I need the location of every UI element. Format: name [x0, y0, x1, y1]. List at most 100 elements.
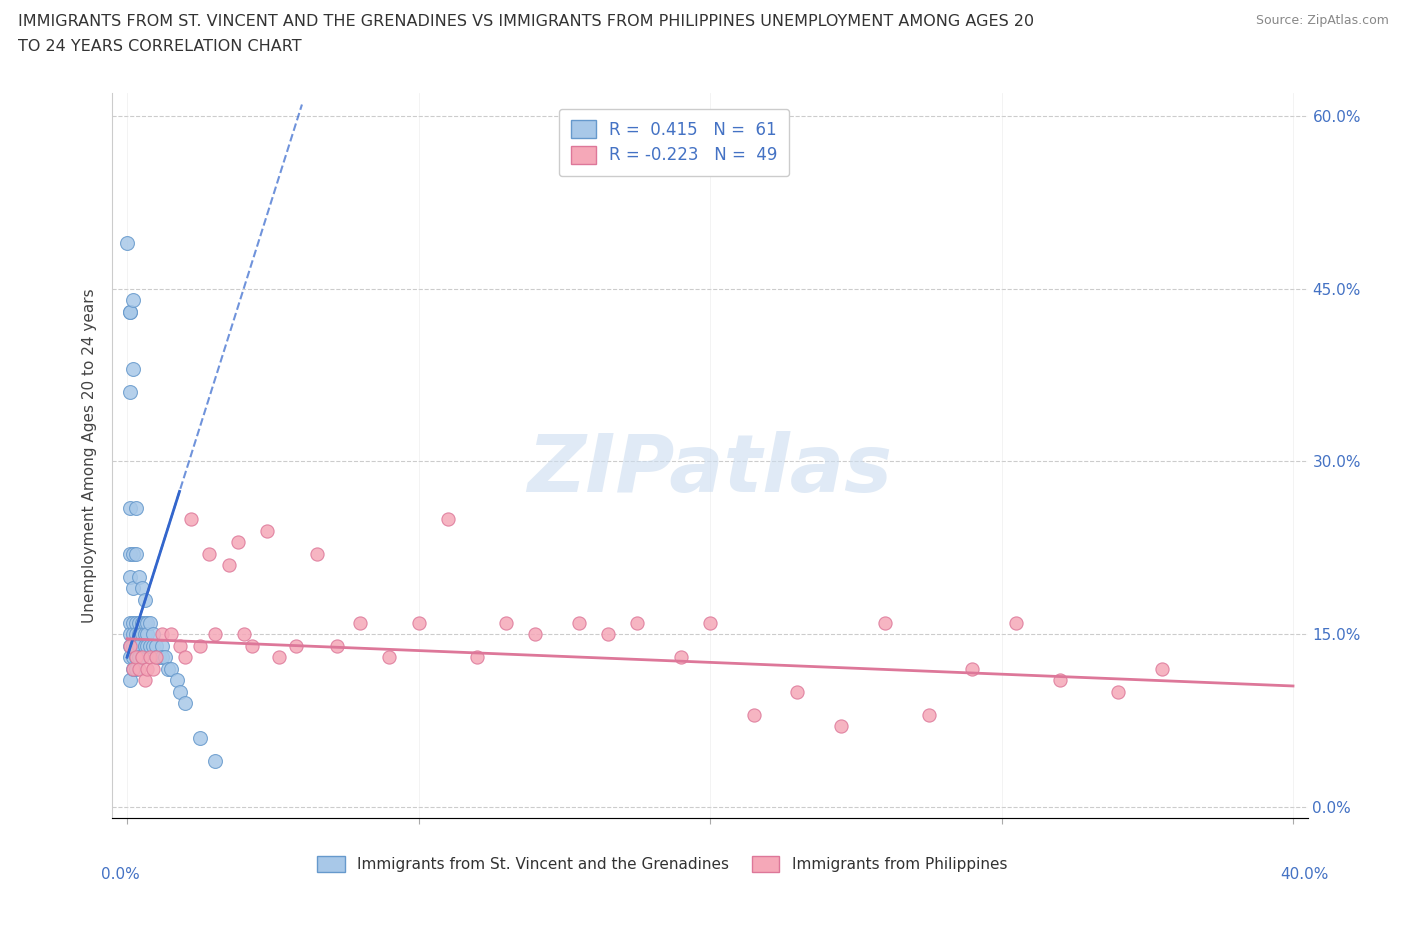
Point	[150, 638, 173, 653]
Point	[218, 558, 240, 573]
Point	[118, 304, 141, 319]
Point	[699, 616, 721, 631]
Point	[122, 650, 145, 665]
Point	[125, 661, 148, 676]
Text: TO 24 YEARS CORRELATION CHART: TO 24 YEARS CORRELATION CHART	[18, 39, 302, 54]
Point	[188, 730, 211, 745]
Point	[128, 616, 150, 631]
Point	[142, 638, 165, 653]
Point	[131, 616, 153, 631]
Point	[128, 627, 150, 642]
Point	[1150, 661, 1173, 676]
Point	[378, 650, 401, 665]
Point	[118, 616, 141, 631]
Point	[122, 638, 145, 653]
Point	[118, 627, 141, 642]
Point	[232, 627, 254, 642]
Point	[134, 638, 156, 653]
Point	[1049, 672, 1071, 687]
Point	[131, 650, 153, 665]
Point	[436, 512, 458, 526]
Point	[568, 616, 591, 631]
Point	[134, 592, 156, 607]
Point	[122, 661, 145, 676]
Point	[204, 753, 226, 768]
Point	[139, 616, 162, 631]
Point	[873, 616, 896, 631]
Y-axis label: Unemployment Among Ages 20 to 24 years: Unemployment Among Ages 20 to 24 years	[82, 288, 97, 623]
Point	[125, 546, 148, 561]
Point	[128, 638, 150, 653]
Point	[131, 627, 153, 642]
Point	[122, 627, 145, 642]
Point	[131, 650, 153, 665]
Point	[188, 638, 211, 653]
Text: ZIPatlas: ZIPatlas	[527, 432, 893, 510]
Point	[786, 684, 808, 699]
Point	[156, 661, 179, 676]
Point	[226, 535, 249, 550]
Point	[125, 650, 148, 665]
Point	[134, 627, 156, 642]
Point	[153, 650, 176, 665]
Point	[204, 627, 226, 642]
Point	[122, 616, 145, 631]
Point	[174, 696, 197, 711]
Point	[742, 708, 765, 723]
Point	[145, 650, 167, 665]
Point	[285, 638, 308, 653]
Point	[118, 569, 141, 584]
Point	[122, 661, 145, 676]
Legend: Immigrants from St. Vincent and the Grenadines, Immigrants from Philippines: Immigrants from St. Vincent and the Gren…	[309, 848, 1015, 880]
Point	[830, 719, 852, 734]
Point	[917, 708, 939, 723]
Point	[128, 569, 150, 584]
Point	[139, 638, 162, 653]
Point	[136, 627, 159, 642]
Text: 0.0%: 0.0%	[101, 867, 141, 882]
Point	[118, 638, 141, 653]
Point	[197, 546, 219, 561]
Point	[142, 661, 165, 676]
Point	[962, 661, 984, 676]
Point	[524, 627, 547, 642]
Point	[465, 650, 488, 665]
Point	[495, 616, 517, 631]
Point	[125, 627, 148, 642]
Point	[131, 580, 153, 595]
Point	[118, 650, 141, 665]
Point	[148, 650, 170, 665]
Point	[142, 627, 165, 642]
Point	[408, 616, 430, 631]
Text: IMMIGRANTS FROM ST. VINCENT AND THE GRENADINES VS IMMIGRANTS FROM PHILIPPINES UN: IMMIGRANTS FROM ST. VINCENT AND THE GREN…	[18, 14, 1035, 29]
Point	[122, 362, 145, 377]
Point	[128, 661, 150, 676]
Point	[136, 616, 159, 631]
Point	[122, 580, 145, 595]
Point	[139, 650, 162, 665]
Point	[118, 385, 141, 400]
Point	[125, 650, 148, 665]
Point	[256, 523, 278, 538]
Text: 40.0%: 40.0%	[1281, 867, 1329, 882]
Point	[125, 500, 148, 515]
Point	[669, 650, 692, 665]
Point	[1107, 684, 1129, 699]
Point	[166, 672, 188, 687]
Point	[159, 627, 181, 642]
Point	[118, 672, 141, 687]
Point	[267, 650, 290, 665]
Point	[118, 304, 141, 319]
Point	[145, 638, 167, 653]
Point	[134, 616, 156, 631]
Point	[169, 638, 191, 653]
Point	[150, 627, 173, 642]
Point	[128, 650, 150, 665]
Point	[180, 512, 202, 526]
Point	[596, 627, 619, 642]
Point	[349, 616, 371, 631]
Point	[118, 500, 141, 515]
Point	[122, 546, 145, 561]
Point	[159, 661, 181, 676]
Point	[118, 638, 141, 653]
